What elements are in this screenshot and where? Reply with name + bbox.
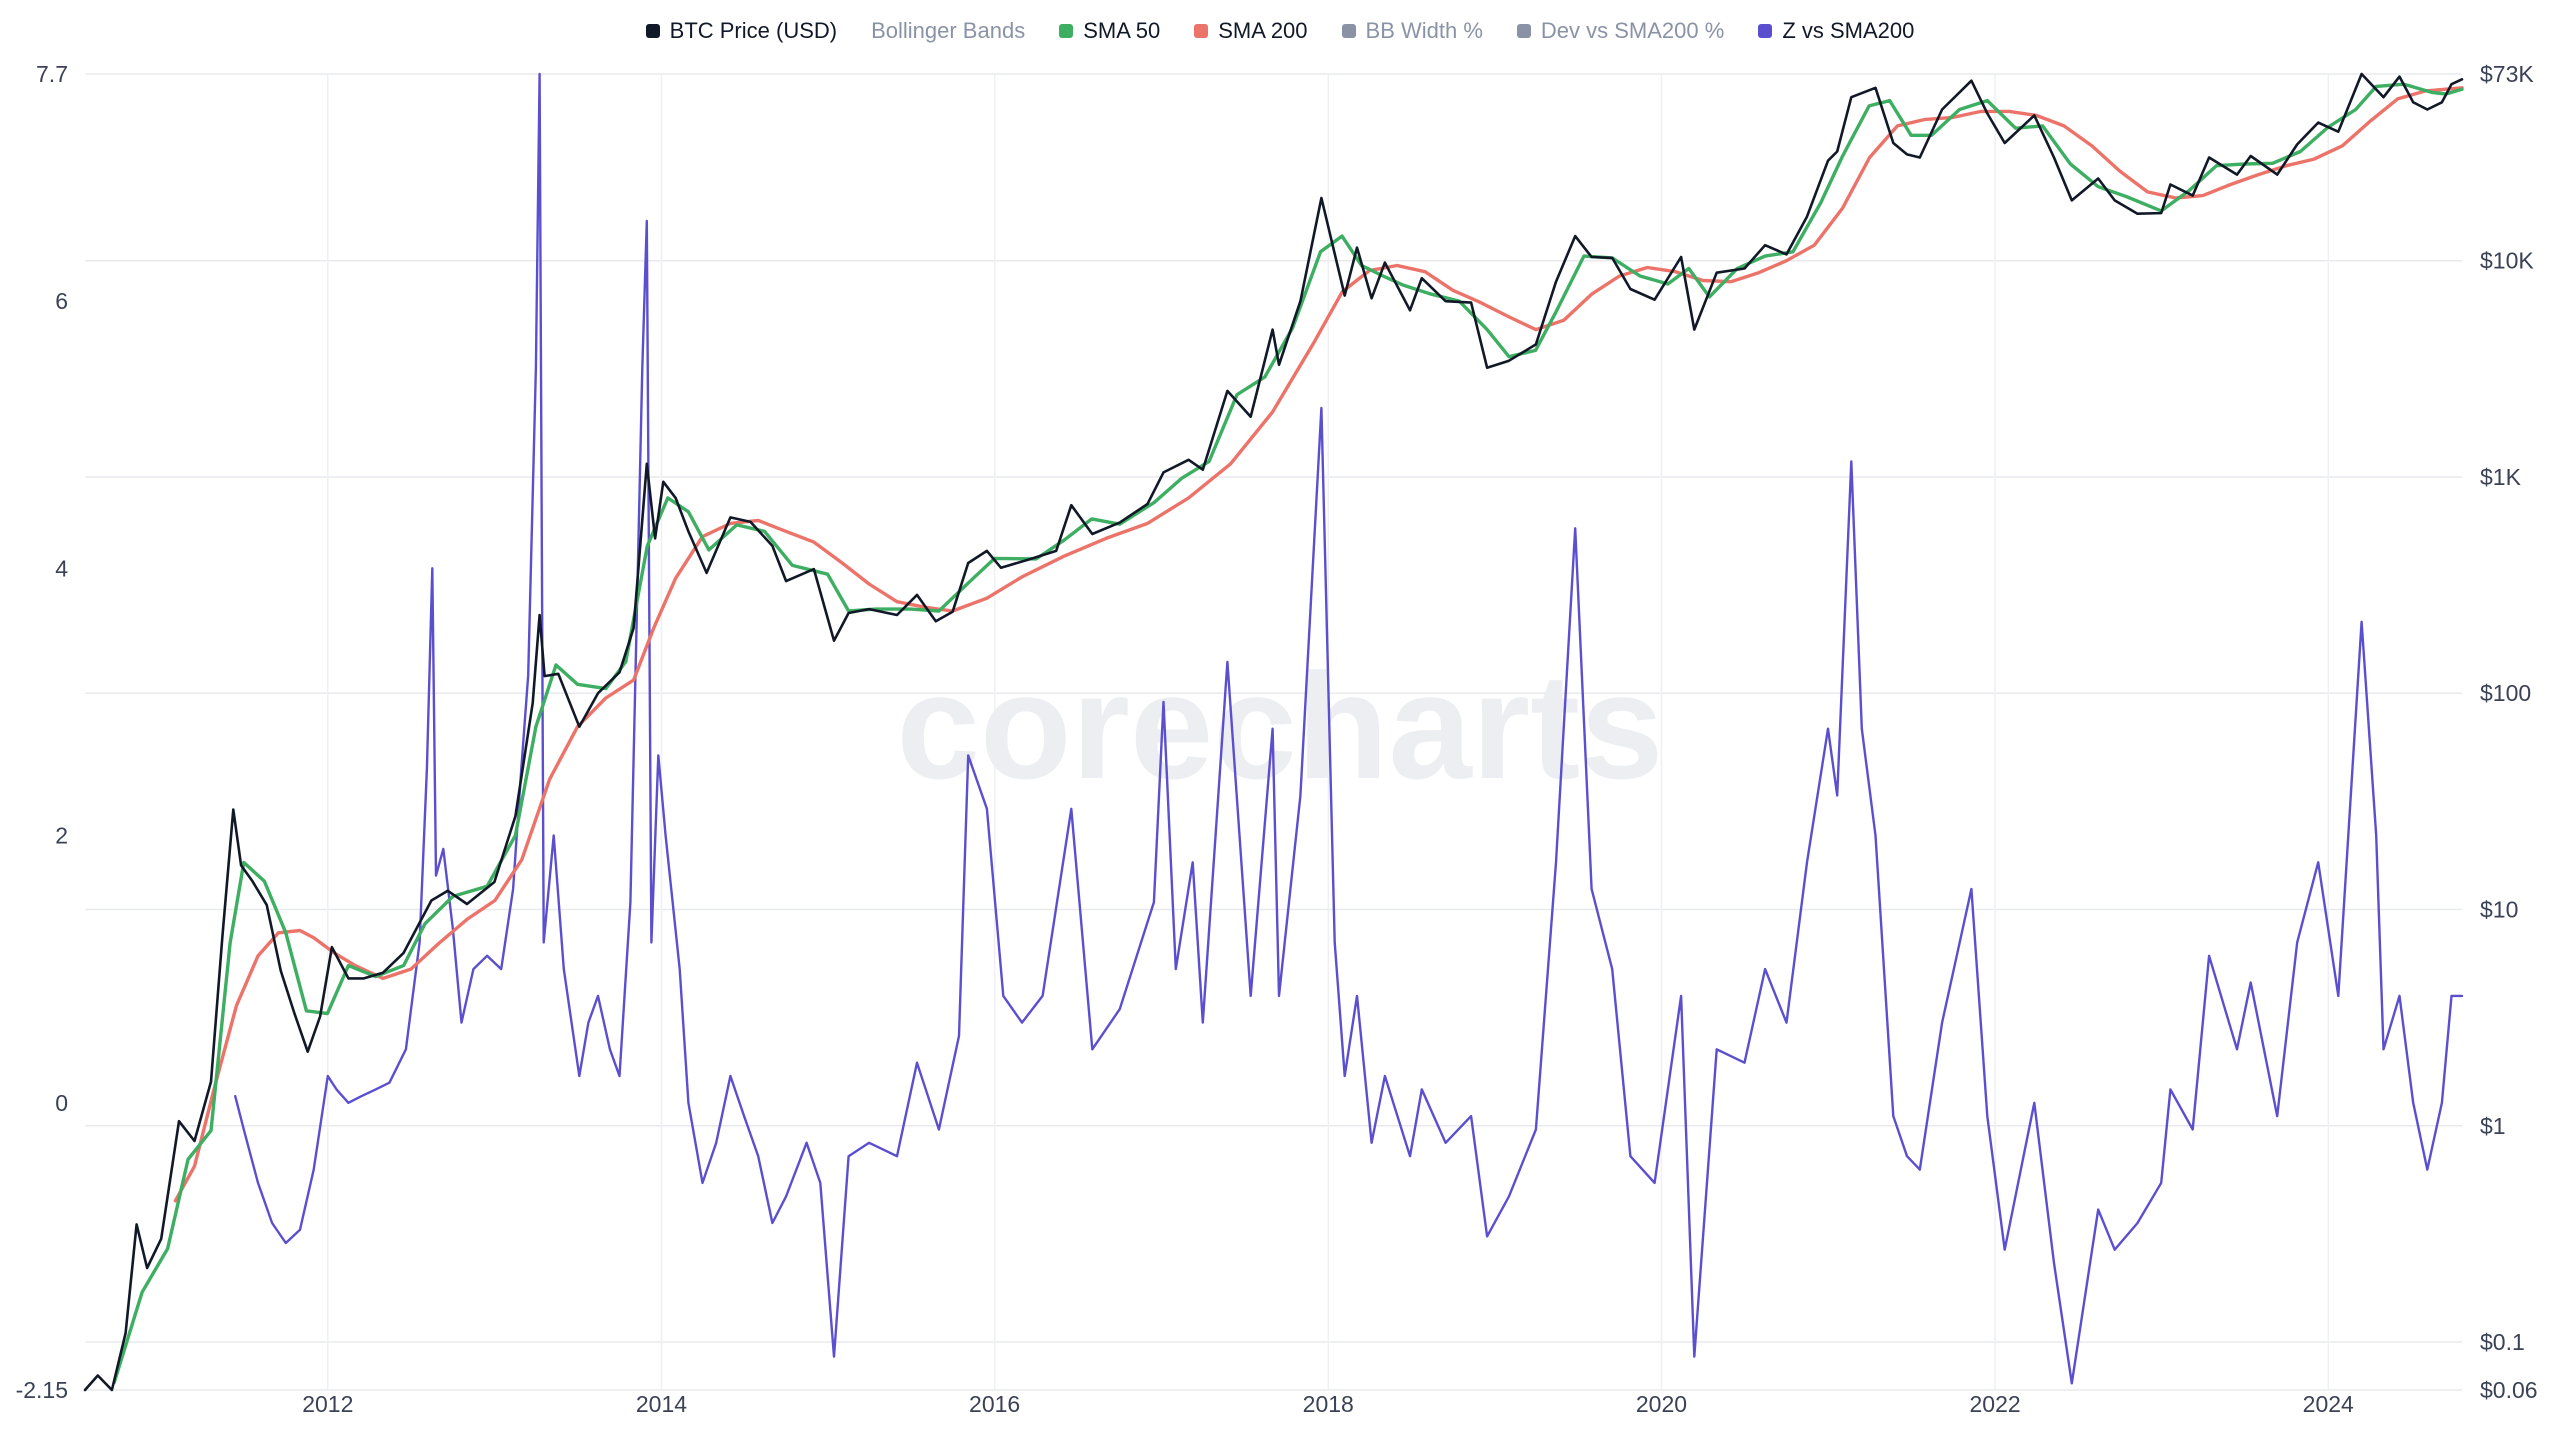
legend-item-dev-vs-sma200[interactable]: Dev vs SMA200 %: [1516, 18, 1725, 44]
legend-label: SMA 50: [1083, 18, 1161, 43]
y-right-tick-label: $0.1: [2480, 1329, 2525, 1355]
y-right-tick-label: $100: [2480, 680, 2531, 706]
y-right-tick-label: $1: [2480, 1113, 2506, 1139]
watermark: corecharts: [896, 642, 1663, 810]
x-tick-label: 2016: [969, 1391, 1020, 1417]
legend-swatch: [1059, 24, 1074, 38]
x-tick-label: 2014: [636, 1391, 687, 1417]
y-left-tick-label: 4: [55, 555, 68, 581]
legend-swatch: [1194, 24, 1209, 38]
series-line-z-vs-sma200: [234, 72, 2464, 1385]
axis-layer: 7.7 6 4 2 0 -2.15 $73K $10K $1K $100 $10 $1 $0.1 $0.0…: [16, 61, 2538, 1417]
legend-label: Bollinger Bands: [871, 18, 1026, 43]
x-tick-label: 2018: [1303, 1391, 1354, 1417]
legend-swatch: [1758, 24, 1773, 38]
legend: BTC Price (USD) Bollinger Bands SMA 50 SMA …: [0, 18, 2560, 44]
x-tick-label: 2020: [1636, 1391, 1687, 1417]
legend-item-btc-price-usd[interactable]: BTC Price (USD): [645, 18, 838, 44]
legend-label: BTC Price (USD): [669, 18, 838, 43]
series-layer: [83, 72, 2464, 1392]
legend-label: BB Width %: [1365, 18, 1483, 43]
legend-item-sma-50[interactable]: SMA 50: [1059, 18, 1160, 44]
y-right-tick-label: $10K: [2480, 248, 2534, 274]
legend-swatch: [645, 24, 660, 38]
x-tick-label: 2022: [1970, 1391, 2021, 1417]
y-left-tick-label: 7.7: [36, 61, 68, 87]
series-line-btc-price-usd: [83, 72, 2464, 1392]
legend-item-z-vs-sma200[interactable]: Z vs SMA200: [1758, 18, 1914, 44]
y-left-tick-label: 6: [55, 288, 68, 314]
legend-swatch: [1516, 24, 1531, 38]
legend-label: Dev vs SMA200 %: [1540, 18, 1725, 43]
legend-label: Z vs SMA200: [1782, 18, 1915, 43]
y-left-tick-label: -2.15: [16, 1377, 68, 1403]
series-line-sma-200: [173, 86, 2464, 1203]
y-right-tick-label: $73K: [2480, 61, 2534, 87]
legend-swatch: [1341, 24, 1356, 38]
y-right-tick-label: $1K: [2480, 464, 2522, 490]
legend-item-bollinger-bands[interactable]: Bollinger Bands: [871, 18, 1025, 44]
y-left-tick-label: 0: [55, 1090, 68, 1116]
y-right-tick-label: $0.06: [2480, 1377, 2538, 1403]
x-tick-label: 2024: [2303, 1391, 2354, 1417]
legend-item-bb-width[interactable]: BB Width %: [1341, 18, 1483, 44]
legend-label: SMA 200: [1218, 18, 1308, 43]
legend-item-sma-200[interactable]: SMA 200: [1194, 18, 1308, 44]
y-right-tick-label: $10: [2480, 896, 2518, 922]
y-left-tick-label: 2: [55, 823, 68, 849]
x-tick-label: 2012: [302, 1391, 353, 1417]
